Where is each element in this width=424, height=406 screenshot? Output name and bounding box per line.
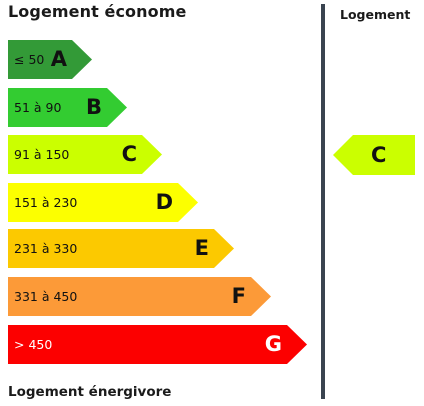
current-rating-letter: C — [371, 143, 387, 167]
band-letter: C — [121, 142, 137, 166]
energy-band-g: > 450 G — [8, 325, 307, 364]
energy-band-f: 331 à 450 F — [8, 277, 271, 316]
economical-housing-label: Logement économe — [8, 2, 187, 21]
energy-band-a: ≤ 50 A — [8, 40, 92, 79]
band-range-label: ≤ 50 — [14, 52, 45, 67]
band-range-label: 51 à 90 — [14, 100, 62, 115]
band-letter: E — [194, 236, 209, 260]
band-range-label: 231 à 330 — [14, 241, 78, 256]
band-letter: D — [155, 190, 173, 214]
column-divider — [321, 4, 325, 399]
current-rating-indicator: C — [333, 135, 415, 175]
band-letter: G — [264, 332, 282, 356]
energy-band-e: 231 à 330 E — [8, 229, 234, 268]
band-range-label: > 450 — [14, 337, 53, 352]
band-range-label: 331 à 450 — [14, 289, 78, 304]
energy-intensive-housing-label: Logement énergivore — [8, 384, 172, 400]
energy-band-d: 151 à 230 D — [8, 183, 198, 222]
band-letter: B — [85, 95, 102, 119]
band-range-label: 151 à 230 — [14, 195, 78, 210]
energy-band-c: 91 à 150 C — [8, 135, 162, 174]
band-range-label: 91 à 150 — [14, 147, 70, 162]
energy-band-b: 51 à 90 B — [8, 88, 127, 127]
band-letter: F — [231, 284, 246, 308]
housing-column-label: Logement — [340, 7, 411, 22]
band-letter: A — [50, 47, 67, 71]
